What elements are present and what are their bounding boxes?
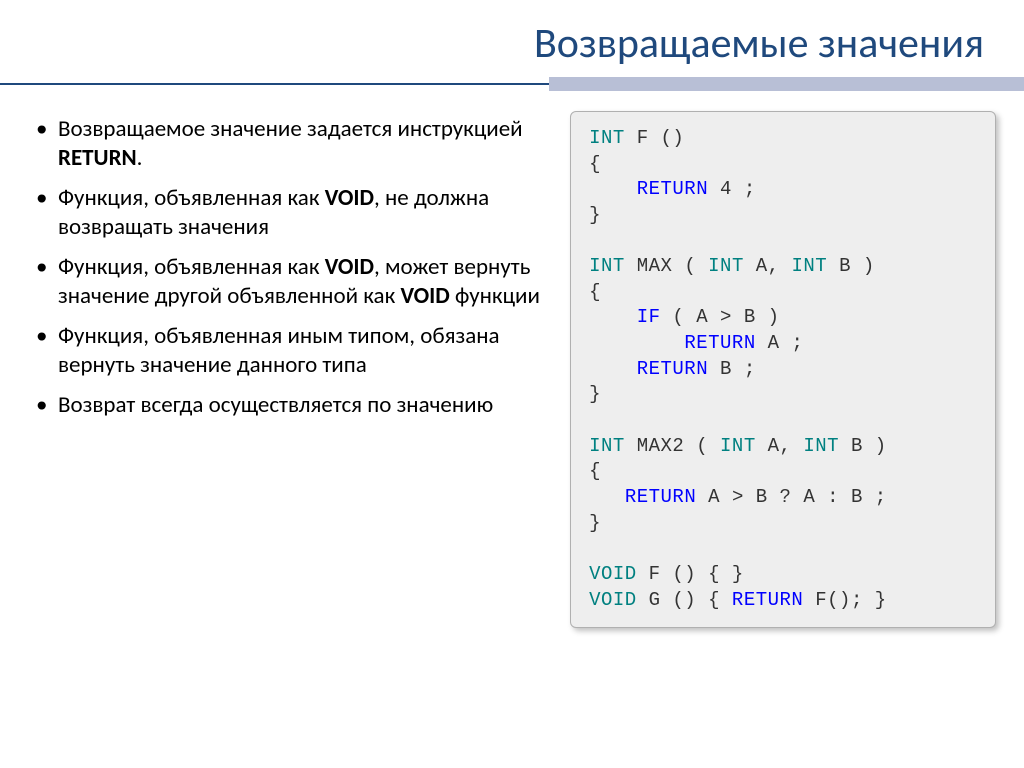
code-block: INT F () { RETURN 4 ; } INT MAX ( INT A,… [570, 111, 996, 628]
code-text: F () { } [637, 563, 744, 585]
code-text: A, [744, 255, 792, 277]
kw-type: INT [791, 255, 827, 277]
list-item: Функция, объявленная как VOID, не должна… [28, 184, 548, 243]
page-title: Возвращаемые значения [0, 18, 984, 69]
code-text: A > B ? A : B ; [696, 486, 886, 508]
bullet-text: Функция, объявленная как [58, 253, 325, 281]
kw-type: INT [589, 435, 625, 457]
code-text: B ; [708, 358, 756, 380]
kw-stmt: RETURN [625, 486, 696, 508]
bullet-bold: VOID [325, 184, 374, 212]
bullet-column: Возвращаемое значение задается инструкци… [28, 111, 548, 628]
kw-type: INT [589, 255, 625, 277]
list-item: Функция, объявленная иным типом, обязана… [28, 322, 548, 381]
code-text: B ) [827, 255, 875, 277]
kw-type: INT [708, 255, 744, 277]
bullet-text: Функция, объявленная как [58, 184, 325, 212]
list-item: Возвращаемое значение задается инструкци… [28, 115, 548, 174]
bullet-bold: VOID [400, 282, 449, 310]
kw-type: VOID [589, 589, 637, 611]
code-text: A ; [756, 332, 804, 354]
list-item: Возврат всегда осуществляется по значени… [28, 391, 548, 420]
code-text: 4 ; [708, 178, 756, 200]
kw-type: INT [589, 127, 625, 149]
bullet-bold: RETURN [58, 144, 137, 172]
kw-stmt: RETURN [684, 332, 755, 354]
kw-type: INT [720, 435, 756, 457]
bullet-text: . [137, 144, 143, 172]
kw-stmt: RETURN [637, 178, 708, 200]
kw-type: INT [803, 435, 839, 457]
rule-block [549, 77, 1024, 91]
code-text: ( A > B ) [661, 306, 780, 328]
header-rule [0, 77, 1024, 93]
list-item: Функция, объявленная как VOID, может вер… [28, 253, 548, 312]
bullet-text: Возврат всегда осуществляется по значени… [58, 391, 493, 419]
code-text: MAX2 ( [625, 435, 720, 457]
kw-stmt: IF [637, 306, 661, 328]
code-text: F(); } [803, 589, 886, 611]
bullet-text: Возвращаемое значение задается инструкци… [58, 115, 523, 143]
code-text: A, [756, 435, 804, 457]
bullet-bold: VOID [325, 253, 374, 281]
code-text: MAX ( [625, 255, 708, 277]
bullet-text: функции [450, 282, 540, 310]
bullet-text: Функция, объявленная иным типом, обязана… [58, 322, 500, 379]
code-text: B ) [839, 435, 887, 457]
code-text: G () { [637, 589, 732, 611]
code-text: F () [625, 127, 685, 149]
kw-type: VOID [589, 563, 637, 585]
kw-stmt: RETURN [732, 589, 803, 611]
kw-stmt: RETURN [637, 358, 708, 380]
